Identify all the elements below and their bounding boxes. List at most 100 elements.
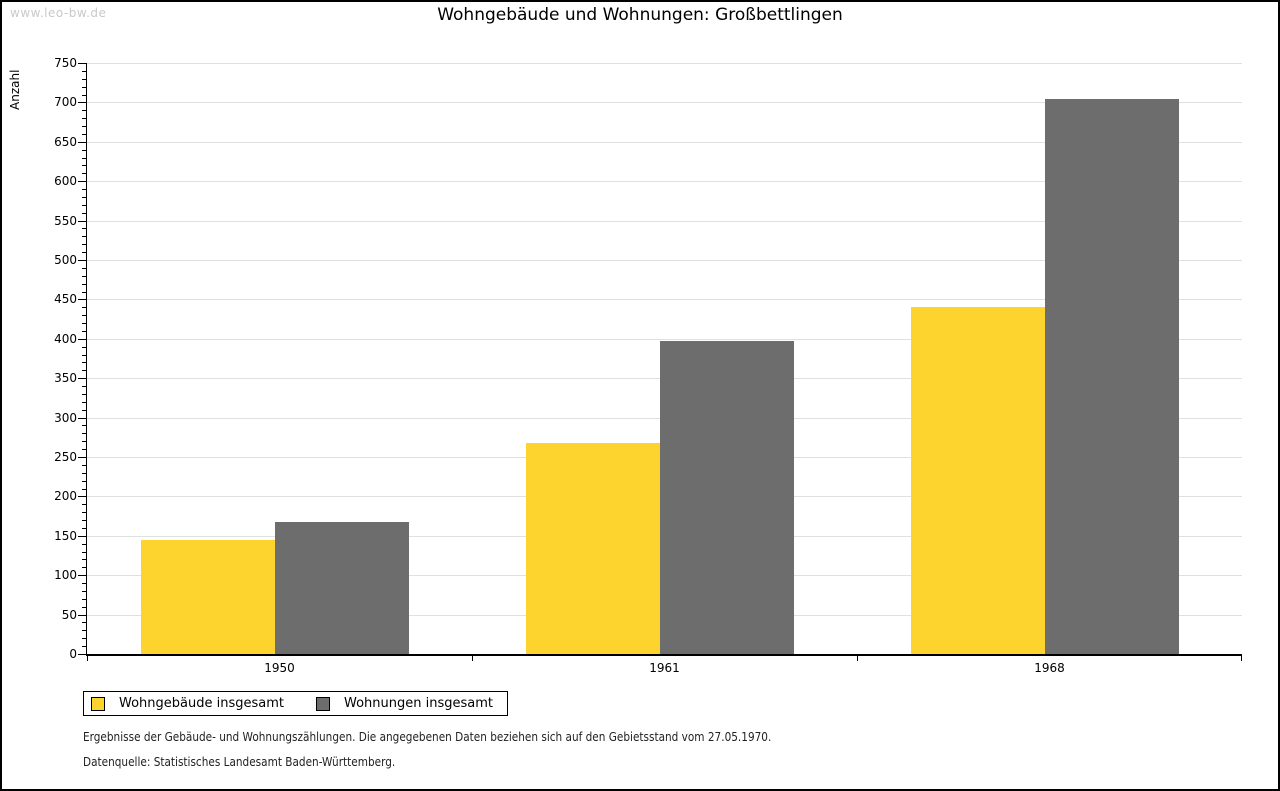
y-axis-minor-tick [82,520,86,522]
bar-wohngebaeude [911,307,1045,654]
y-axis-minor-tick [82,504,86,506]
y-axis-minor-tick [82,267,86,269]
y-axis-tick-label: 100 [54,568,77,583]
y-axis-minor-tick [82,433,86,435]
footnote-text-1: Ergebnisse der Gebäude- und Wohnungszähl… [83,729,772,744]
y-gridline [87,220,1242,222]
y-axis-major-tick [78,181,86,183]
y-axis-major-tick [78,575,86,577]
y-axis-major-tick [78,378,86,380]
y-axis-minor-tick [82,275,86,277]
y-axis-minor-tick [82,94,86,96]
chart-title: Wohngebäude und Wohnungen: Großbettlinge… [437,5,843,25]
bar-wohngebaeude [141,539,275,654]
y-axis-tick-label: 150 [54,528,77,543]
watermark: www.leo-bw.de [10,6,107,20]
y-axis-minor-tick [82,189,86,191]
y-gridline [87,141,1242,143]
y-axis-minor-tick [82,78,86,80]
y-axis-minor-tick [82,228,86,230]
y-axis-major-tick [78,417,86,419]
y-axis-minor-tick [82,512,86,514]
y-gridline [87,63,1242,64]
y-axis-minor-tick [82,118,86,120]
y-axis-minor-tick [82,386,86,388]
bar-wohnungen [275,521,409,654]
y-axis-minor-tick [82,472,86,474]
y-axis-minor-tick [82,598,86,600]
y-gridline [87,299,1242,301]
legend-label: Wohnungen insgesamt [344,696,493,711]
x-axis-tick [87,656,88,661]
y-gridline [87,181,1242,183]
y-axis-minor-tick [82,543,86,545]
y-axis-minor-tick [82,236,86,238]
y-axis-major-tick [78,141,86,143]
y-axis-minor-tick [82,354,86,356]
y-axis-minor-tick [82,480,86,482]
y-axis-minor-tick [82,291,86,293]
x-axis-category-label: 1961 [649,661,680,675]
legend: Wohngebäude insgesamt Wohnungen insgesamt [83,691,508,716]
y-axis-minor-tick [82,646,86,648]
y-axis-minor-tick [82,527,86,529]
y-axis-major-tick [78,614,86,616]
y-axis-minor-tick [82,307,86,309]
y-axis-minor-tick [82,204,86,206]
y-axis-minor-tick [82,133,86,135]
y-axis-minor-tick [82,244,86,246]
y-axis-major-tick [78,535,86,537]
y-axis-minor-tick [82,149,86,151]
y-gridline [87,338,1242,340]
y-axis-minor-tick [82,559,86,561]
y-axis-minor-tick [82,165,86,167]
y-axis-minor-tick [82,196,86,198]
y-axis-major-tick [78,260,86,261]
y-axis-major-tick [78,496,86,498]
y-axis-title: Anzahl [8,69,22,110]
y-axis-tick-label: 700 [54,95,77,110]
y-axis-minor-tick [82,551,86,553]
y-axis-minor-tick [82,567,86,569]
bar-wohnungen [1045,99,1179,654]
x-axis-tick [857,656,858,661]
y-axis-tick-label: 650 [54,134,77,149]
y-axis-minor-tick [82,409,86,411]
y-axis-minor-tick [82,464,86,466]
y-axis-major-tick [78,338,86,340]
y-axis-tick-label: 250 [54,450,77,464]
y-axis-minor-tick [82,441,86,443]
y-axis-minor-tick [82,315,86,317]
y-axis-minor-tick [82,110,86,112]
legend-item-wohngebaeude: Wohngebäude insgesamt [91,696,284,711]
y-axis-minor-tick [82,346,86,348]
y-axis-tick-label: 400 [54,331,77,346]
y-axis-minor-tick [82,630,86,632]
plot-area: 0 50 100 150 200 250 300 350 400 450 500 550 600 650 7… [54,56,1242,675]
y-axis-minor-tick [82,393,86,395]
bar-wohngebaeude [526,442,660,654]
y-axis-minor-tick [82,126,86,128]
y-axis-tick-label: 550 [54,213,77,228]
legend-label: Wohngebäude insgesamt [119,696,284,711]
x-axis-category-label: 1968 [1034,661,1065,675]
y-axis-minor-tick [82,173,86,175]
y-axis-minor-tick [82,622,86,624]
y-axis-tick-label: 600 [54,174,77,189]
y-axis-tick-label: 0 [69,647,77,661]
x-axis-tick [1241,656,1242,661]
y-axis-tick-label: 450 [54,292,77,307]
y-axis-minor-tick [82,86,86,88]
y-axis-minor-tick [82,157,86,159]
y-axis-minor-tick [82,252,86,254]
legend-swatch-icon [91,696,105,711]
y-axis-minor-tick [82,362,86,364]
y-axis-tick-label: 300 [54,410,77,425]
y-axis-minor-tick [82,606,86,608]
footnote-line-1: Ergebnisse der Gebäude- und Wohnungszähl… [83,729,902,744]
y-axis-minor-tick [82,638,86,640]
y-axis-tick-label: 50 [61,607,77,622]
y-axis-tick-label: 750 [54,56,77,70]
y-axis-minor-tick [82,590,86,592]
